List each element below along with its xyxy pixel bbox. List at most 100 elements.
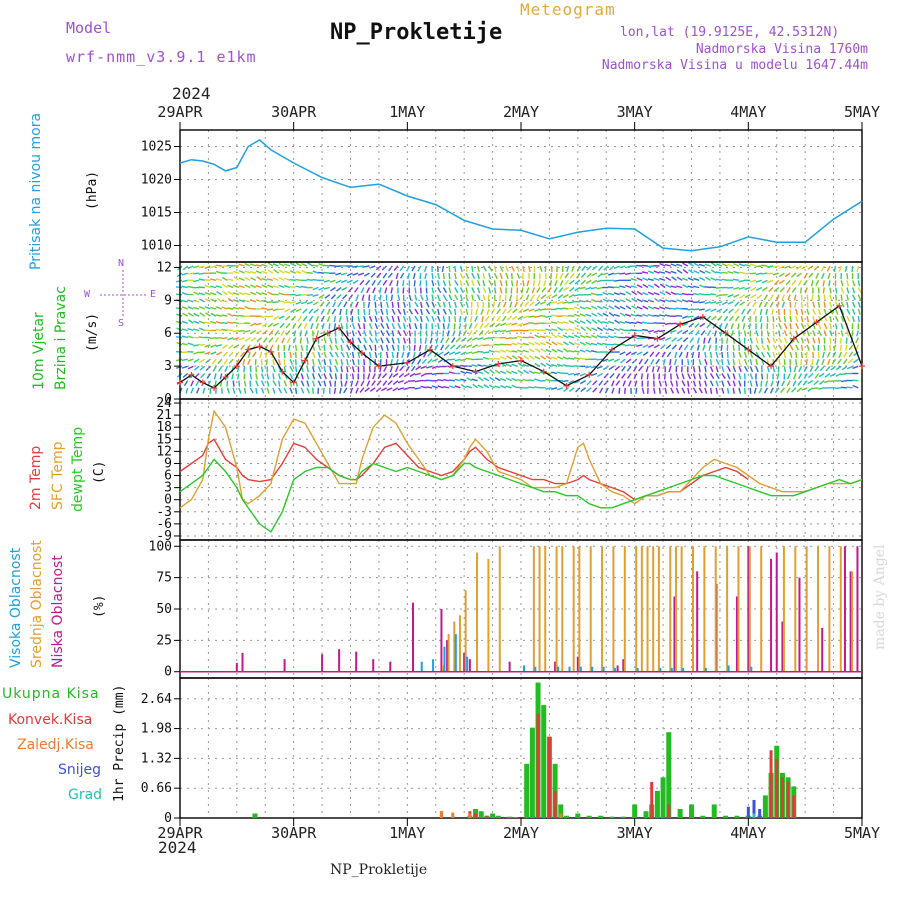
wind-arrow	[364, 387, 370, 393]
wind-arrow	[210, 344, 217, 348]
wind-arrow	[238, 269, 245, 274]
precip-bar	[711, 804, 717, 818]
precip-bar	[507, 816, 513, 818]
wind-arrow	[284, 308, 291, 313]
wind-arrow	[448, 385, 456, 389]
cloud-bar	[612, 546, 615, 672]
wind-arrow	[829, 379, 836, 383]
wind-arrow	[698, 292, 705, 296]
cloud-bar	[544, 546, 547, 672]
wind-arrow	[512, 308, 518, 314]
wind-arrow	[806, 330, 810, 337]
wind-arrow	[267, 262, 274, 267]
cloud-bar	[447, 634, 450, 672]
wind-arrow	[696, 344, 700, 351]
wind-arrow	[238, 299, 245, 303]
x-tick-label-top: 5MAY	[844, 103, 880, 121]
wind-arrow	[488, 329, 495, 334]
wind-arrow	[505, 329, 512, 333]
wind-arrow	[350, 380, 354, 387]
wind-arrow	[774, 279, 780, 286]
wind-arrow	[222, 290, 228, 296]
wind-arrow	[784, 272, 791, 278]
wind-arrow	[505, 385, 512, 389]
wind-arrow	[608, 365, 615, 371]
wind-arrow	[289, 351, 292, 359]
wind-arrow	[640, 373, 644, 380]
wind-arrow	[465, 287, 469, 294]
wind-arrow	[395, 366, 399, 373]
wind-arrow	[244, 292, 251, 296]
precip-bar	[746, 806, 750, 818]
wind-arrow	[662, 358, 666, 366]
wind-arrow	[346, 316, 349, 323]
wind-arrow	[517, 362, 524, 367]
wind-arrow	[680, 366, 683, 373]
wind-arrow	[755, 380, 758, 387]
precip-bar	[723, 815, 729, 818]
wind-arrow	[829, 287, 832, 294]
wind-arrow	[268, 337, 274, 343]
wind-arrow	[260, 387, 265, 394]
wind-arrow	[443, 378, 450, 382]
wind-arrow	[840, 294, 843, 301]
wind-arrow	[445, 337, 450, 344]
wind-arrow	[337, 301, 342, 308]
wind-arrow	[732, 351, 735, 359]
wind-arrow	[329, 351, 334, 358]
wind-arrow	[368, 359, 372, 366]
wind-arrow	[471, 294, 474, 301]
cloud-bar	[798, 577, 801, 672]
wind-arrow	[614, 305, 620, 310]
wind-arrow	[564, 272, 570, 279]
wind-gust-mark	[279, 368, 286, 375]
wind-arrow	[448, 287, 452, 294]
wind-arrow	[531, 287, 536, 294]
cloud-bar	[748, 546, 751, 672]
y-tick-label: 100	[149, 539, 172, 554]
wind-arrow	[238, 263, 245, 267]
wind-arrow	[636, 264, 643, 267]
wind-arrow	[738, 387, 742, 394]
wind-arrow	[551, 356, 558, 360]
wind-arrow	[390, 294, 393, 301]
wind-arrow	[476, 287, 481, 294]
wind-arrow	[559, 272, 564, 279]
wind-arrow	[549, 280, 553, 287]
wind-arrow	[783, 337, 788, 344]
wind-arrow	[371, 279, 376, 286]
wind-arrow	[233, 284, 240, 289]
wind-gust-mark	[427, 346, 434, 353]
wind-arrow	[597, 326, 603, 332]
wind-arrow	[597, 312, 603, 317]
wind-arrow	[500, 322, 507, 327]
wind-arrow	[755, 337, 759, 344]
wind-arrow	[499, 343, 507, 346]
wind-arrow	[654, 283, 660, 289]
wind-arrow	[562, 334, 569, 339]
wind-arrow	[238, 307, 245, 310]
wind-arrow	[434, 344, 439, 351]
wind-arrow	[843, 351, 848, 358]
wind-arrow	[380, 387, 387, 392]
wind-arrow	[465, 308, 469, 315]
wind-arrow	[556, 320, 563, 325]
wind-arrow	[653, 344, 660, 349]
wind-arrow	[212, 365, 217, 372]
wind-arrow	[828, 280, 831, 287]
wind-arrow	[806, 316, 810, 323]
wind-arrow	[806, 344, 810, 351]
wind-arrow	[790, 272, 797, 278]
wind-arrow	[493, 287, 497, 294]
wind-arrow	[681, 380, 686, 387]
wind-arrow	[183, 380, 189, 387]
wind-arrow	[395, 272, 399, 280]
wind-arrow	[823, 337, 826, 344]
wind-arrow	[709, 351, 713, 359]
wind-arrow	[721, 271, 728, 274]
wind-arrow	[796, 272, 802, 278]
wind-arrow	[776, 301, 780, 308]
wind-arrow	[210, 285, 217, 289]
wind-arrow	[266, 308, 274, 311]
wind-arrow	[380, 330, 385, 337]
